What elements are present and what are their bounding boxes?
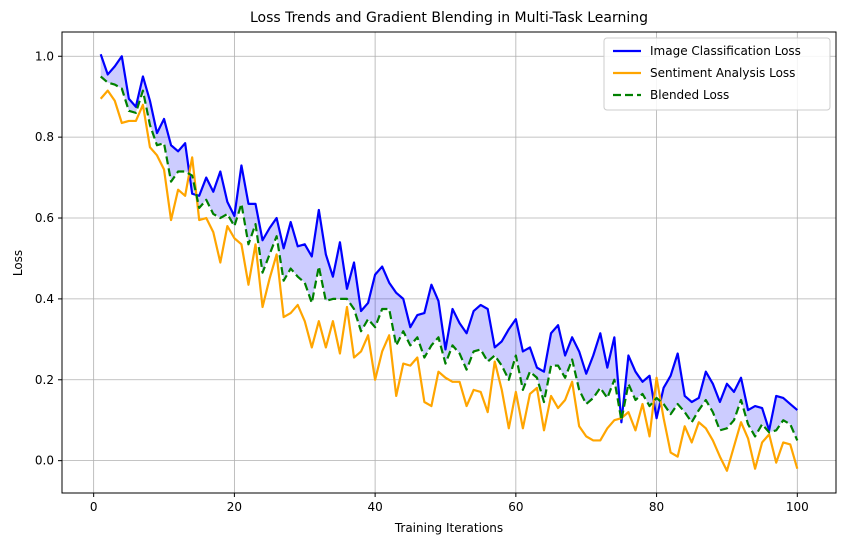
series-line: [99, 53, 799, 432]
series-line: [99, 89, 799, 472]
y-tick-label: 0.4: [35, 292, 54, 306]
legend-label: Sentiment Analysis Loss: [650, 66, 795, 80]
x-tick-label: 80: [649, 500, 664, 514]
y-tick-label: 0.6: [35, 211, 54, 225]
y-tick-label: 0.2: [35, 373, 54, 387]
x-tick-label: 40: [367, 500, 382, 514]
fill-between-layer: [100, 54, 798, 441]
legend-box: [603, 37, 831, 111]
legend: Image Classification Loss Sentiment Analy…: [603, 37, 831, 111]
chart-title: Loss Trends and Gradient Blending in Mul…: [250, 10, 648, 26]
y-tick-label: 1.0: [35, 49, 54, 63]
x-tick-label: 100: [786, 500, 809, 514]
grid-layer: [62, 32, 836, 493]
y-axis-title: Loss: [11, 250, 25, 276]
legend-label: Image Classification Loss: [650, 44, 801, 58]
y-tick-label: 0.0: [35, 454, 54, 468]
series-layer: [99, 53, 799, 472]
tick-layer: 0 20 40 60 80 100 0.0 0.2 0.4 0.6 0.8 1.0: [35, 49, 809, 514]
plot-frame: [61, 31, 837, 494]
x-tick-label: 20: [227, 500, 242, 514]
x-tick-label: 60: [508, 500, 523, 514]
series-line: [99, 75, 799, 441]
x-tick-label: 0: [90, 500, 98, 514]
x-axis-title: Training Iterations: [394, 521, 503, 535]
legend-label: Blended Loss: [650, 88, 729, 102]
y-tick-label: 0.8: [35, 130, 54, 144]
fill-between-area: [100, 54, 798, 441]
